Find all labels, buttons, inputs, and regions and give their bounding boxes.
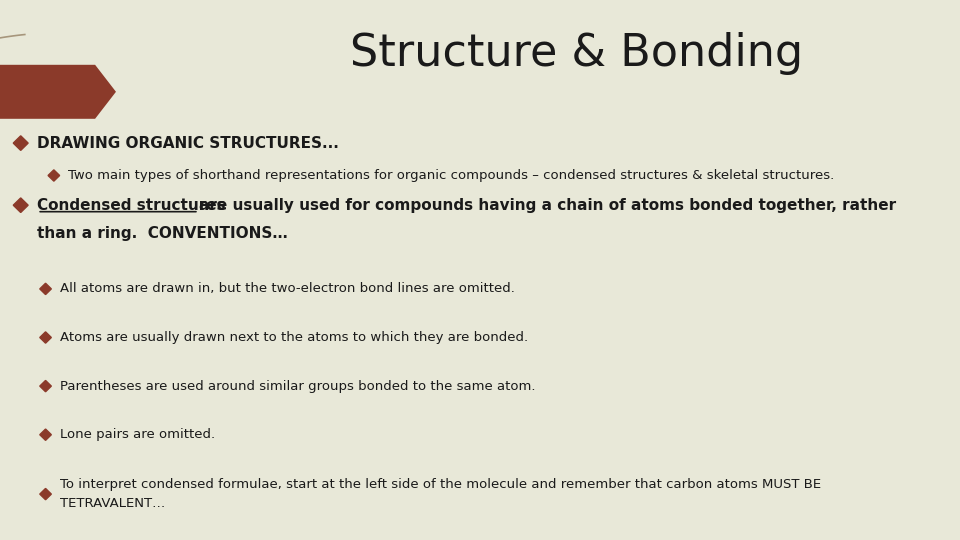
- Polygon shape: [39, 429, 51, 441]
- Text: are usually used for compounds having a chain of atoms bonded together, rather: are usually used for compounds having a …: [199, 198, 896, 213]
- Text: TETRAVALENT…: TETRAVALENT…: [60, 497, 166, 510]
- Text: DRAWING ORGANIC STRUCTURES...: DRAWING ORGANIC STRUCTURES...: [37, 136, 339, 151]
- Text: Two main types of shorthand representations for organic compounds – condensed st: Two main types of shorthand representati…: [68, 169, 834, 182]
- Polygon shape: [13, 198, 28, 212]
- Text: To interpret condensed formulae, start at the left side of the molecule and reme: To interpret condensed formulae, start a…: [60, 478, 822, 491]
- Text: than a ring.  CONVENTIONS…: than a ring. CONVENTIONS…: [37, 226, 288, 241]
- Polygon shape: [39, 488, 51, 500]
- Polygon shape: [39, 332, 51, 343]
- Text: Structure & Bonding: Structure & Bonding: [350, 32, 804, 76]
- Polygon shape: [0, 65, 116, 119]
- Text: Atoms are usually drawn next to the atoms to which they are bonded.: Atoms are usually drawn next to the atom…: [60, 331, 529, 344]
- Text: Condensed structures: Condensed structures: [37, 198, 231, 213]
- Text: Parentheses are used around similar groups bonded to the same atom.: Parentheses are used around similar grou…: [60, 380, 536, 393]
- Polygon shape: [39, 380, 51, 392]
- Polygon shape: [13, 136, 28, 150]
- Polygon shape: [39, 283, 51, 295]
- Polygon shape: [48, 170, 60, 181]
- Text: Lone pairs are omitted.: Lone pairs are omitted.: [60, 428, 216, 441]
- Text: All atoms are drawn in, but the two-electron bond lines are omitted.: All atoms are drawn in, but the two-elec…: [60, 282, 516, 295]
